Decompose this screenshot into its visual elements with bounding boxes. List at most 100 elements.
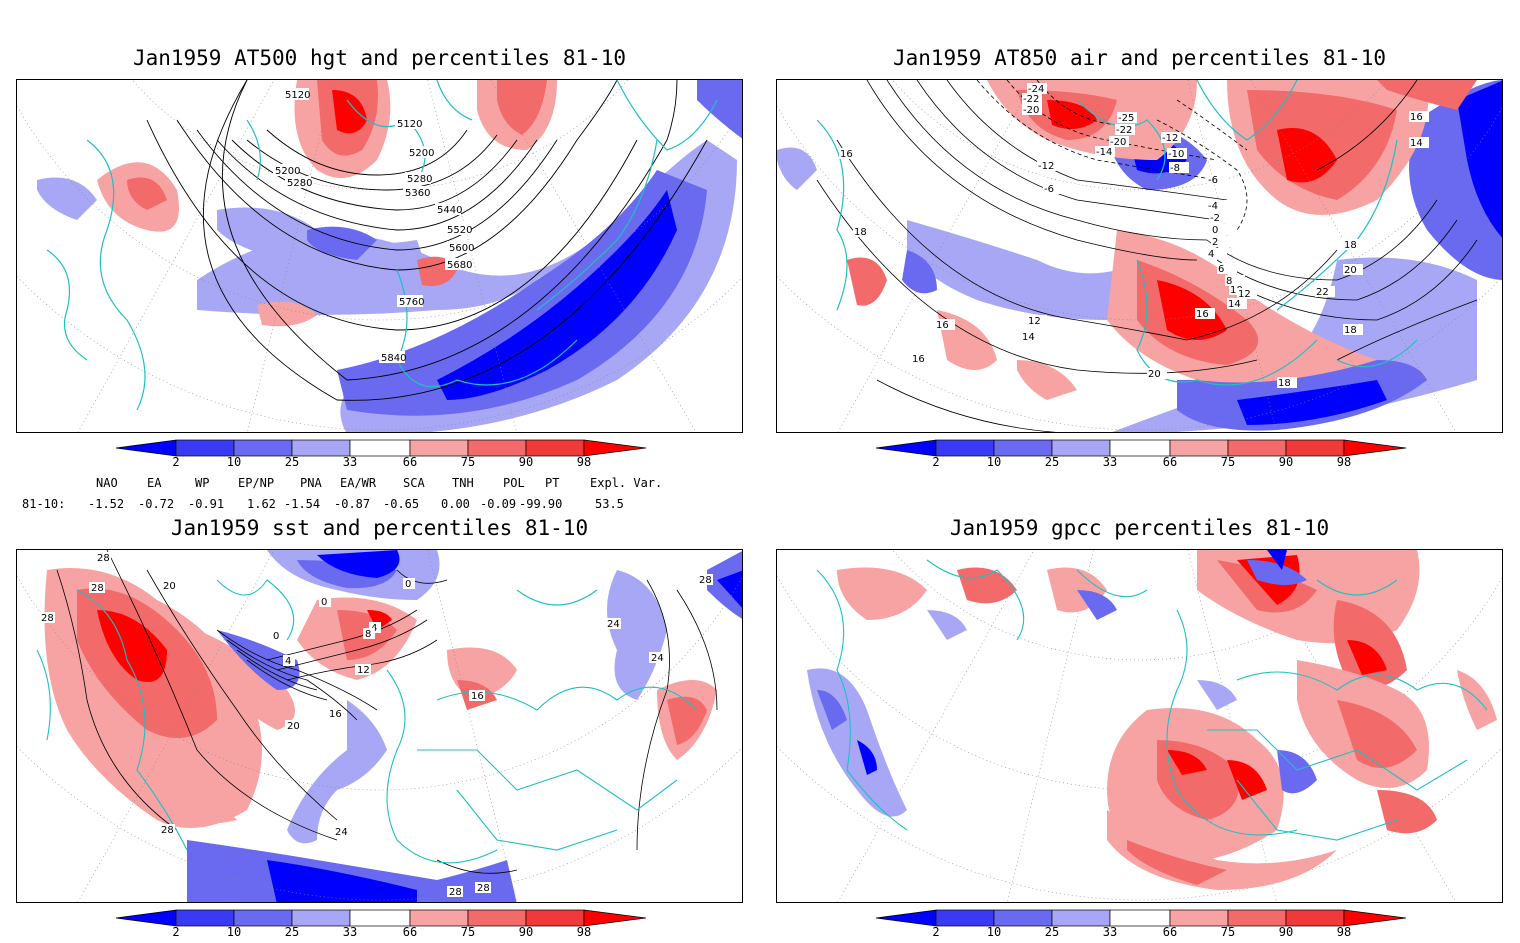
colorbar-swatch [1169, 909, 1229, 927]
colorbar-label: 25 [284, 925, 300, 939]
indices-value-row: 81-10: -1.52 -0.72 -0.91 1.62 -1.54 -0.8… [0, 497, 760, 513]
colorbar-label: 25 [1044, 455, 1060, 469]
contour-labels-sst: 28 28 28 20 0 0 0 4 4 8 12 16 16 20 24 2… [39, 552, 713, 898]
contour-label: 16 [912, 354, 925, 365]
colorbar-label: 98 [1336, 925, 1352, 939]
contour-label: -20 [1110, 137, 1126, 148]
colorbar-swatch [409, 439, 469, 457]
contour-label: 14 [1410, 138, 1423, 149]
colorbar-swatch [1227, 909, 1287, 927]
contour-label: 28 [41, 613, 54, 624]
colorbar-label: 33 [1102, 455, 1118, 469]
contour-label: 24 [607, 619, 620, 630]
contour-label: 5120 [285, 90, 310, 101]
contour-label: 5840 [381, 353, 406, 364]
map-sst: 28 28 28 20 0 0 0 4 4 8 12 16 16 20 24 2… [16, 549, 743, 903]
colorbar-swatch [1227, 439, 1287, 457]
contour-label: -25 [1118, 113, 1134, 124]
index-value: -0.72 [138, 497, 175, 511]
contour-label: -4 [1208, 201, 1218, 212]
index-value: 1.62 [247, 497, 276, 511]
colorbar-label: 33 [342, 925, 358, 939]
contour-label: 16 [1410, 112, 1423, 123]
contour-label: 20 [1344, 265, 1357, 276]
map-gpcc-canvas [777, 550, 1502, 902]
contour-label: 5680 [447, 260, 472, 271]
colorbar-label: 33 [1102, 925, 1118, 939]
contour-label: -22 [1023, 94, 1039, 105]
colorbar-hgt: 2 10 25 33 66 75 90 98 [116, 439, 646, 473]
contour-label: 5360 [405, 188, 430, 199]
contour-label: 2 [1212, 237, 1218, 248]
contour-label: 16 [1196, 309, 1209, 320]
colorbar-swatch [349, 439, 411, 457]
colorbar-label: 90 [1278, 925, 1294, 939]
colorbar-arrow-high [583, 439, 646, 457]
colorbar-label: 25 [1044, 925, 1060, 939]
shading-sst [44, 550, 742, 902]
colorbar-label: 10 [226, 925, 242, 939]
colorbar-label: 10 [986, 925, 1002, 939]
colorbar-swatch [935, 439, 995, 457]
contour-label: 16 [329, 709, 342, 720]
contour-label: 8 [1226, 276, 1232, 287]
index-value: -0.09 [480, 497, 517, 511]
panel-title-gpcc: Jan1959 gpcc percentiles 81-10 [949, 516, 1330, 540]
colorbar-arrow-high [1343, 909, 1406, 927]
index-value: 53.5 [595, 497, 624, 511]
contour-label: 20 [1148, 369, 1161, 380]
panel-title-hgt: Jan1959 AT500 hgt and percentiles 81-10 [132, 46, 627, 70]
colorbar-swatch [467, 909, 527, 927]
contour-label: 20 [163, 581, 176, 592]
colorbar-label: 75 [1220, 925, 1236, 939]
shading-hgt [37, 80, 742, 432]
colorbar-label: 66 [402, 925, 418, 939]
colorbar-swatch [175, 909, 235, 927]
colorbar-swatch [409, 909, 469, 927]
colorbar-label: 90 [518, 455, 534, 469]
contour-label: 5280 [407, 174, 432, 185]
colorbar-label: 2 [932, 455, 940, 469]
contour-label: 5120 [397, 119, 422, 130]
contour-label: -12 [1038, 161, 1054, 172]
index-header: PNA [300, 476, 322, 490]
contour-label: -12 [1162, 133, 1178, 144]
contour-label: 10 [1230, 285, 1243, 296]
graticule-sst [17, 550, 742, 902]
colorbar-label: 90 [518, 925, 534, 939]
colorbar-label: 66 [1162, 925, 1178, 939]
index-header: PT [545, 476, 560, 490]
colorbar-label: 33 [342, 455, 358, 469]
colorbar-swatch [175, 439, 235, 457]
contour-label: 18 [1344, 325, 1357, 336]
contour-label: 5200 [409, 148, 434, 159]
colorbar-swatch [1285, 439, 1345, 457]
index-header: Expl. Var. [590, 476, 663, 490]
contour-label: 12 [1028, 316, 1041, 327]
index-value: -1.52 [88, 497, 125, 511]
colorbar-swatch [993, 439, 1053, 457]
map-gpcc [776, 549, 1503, 903]
contour-label: -10 [1168, 149, 1184, 160]
index-header: SCA [403, 476, 425, 490]
contour-label: 18 [1344, 240, 1357, 251]
colorbar-air: 2 10 25 33 66 75 90 98 [876, 439, 1406, 473]
colorbar-swatch [525, 909, 585, 927]
contour-label: 0 [405, 579, 411, 590]
contour-label: 12 [357, 665, 370, 676]
colorbar-label: 98 [576, 925, 592, 939]
contour-label: 5760 [399, 297, 424, 308]
index-header: POL [503, 476, 525, 490]
contour-label: -8 [1170, 163, 1180, 174]
contour-label: 5440 [437, 205, 462, 216]
colorbar-label: 25 [284, 455, 300, 469]
graticule-hgt [17, 80, 742, 432]
colorbar-arrow-low [116, 439, 177, 457]
colorbar-label: 66 [1162, 455, 1178, 469]
map-hgt-canvas: 5120 5120 5200 5200 5280 5280 5360 5440 … [17, 80, 742, 432]
contour-label: -20 [1023, 105, 1039, 116]
contour-label: 18 [1278, 378, 1291, 389]
colorbar-sst: 2 10 25 33 66 75 90 98 [116, 909, 646, 943]
colorbar-label: 2 [172, 455, 180, 469]
contour-label: -6 [1044, 184, 1054, 195]
